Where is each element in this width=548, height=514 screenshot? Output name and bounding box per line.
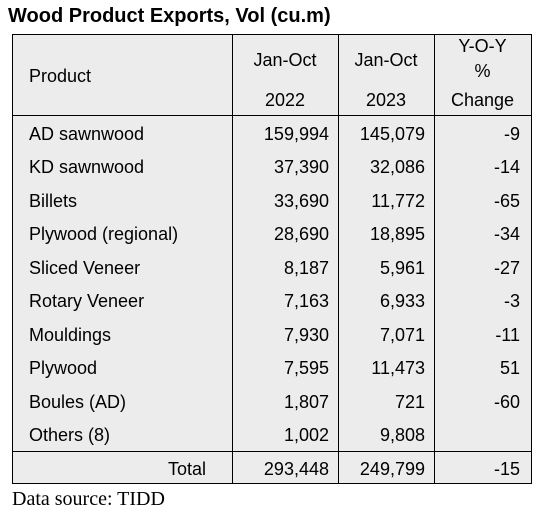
header-col1-top: Jan-Oct bbox=[253, 50, 317, 70]
row-change: 51 bbox=[499, 358, 520, 378]
row-value-2022: 1,002 bbox=[283, 425, 329, 445]
header-col3-line3: Change bbox=[450, 90, 515, 110]
row-change: -9 bbox=[503, 124, 520, 144]
column-divider bbox=[434, 35, 435, 483]
row-product: AD sawnwood bbox=[29, 124, 145, 144]
total-divider bbox=[13, 451, 531, 452]
header-col3-line1: Y-O-Y bbox=[458, 36, 507, 56]
exports-table: Product Jan-Oct 2022 Jan-Oct 2023 Y-O-Y … bbox=[12, 34, 532, 484]
row-change: -34 bbox=[493, 224, 520, 244]
row-value-2022: 7,930 bbox=[283, 325, 329, 345]
row-product: Plywood (regional) bbox=[29, 224, 179, 244]
header-product: Product bbox=[29, 66, 92, 86]
row-product: Billets bbox=[29, 191, 78, 211]
total-label: Total bbox=[167, 459, 206, 479]
row-value-2022: 33,690 bbox=[273, 191, 329, 211]
row-change: -60 bbox=[493, 392, 520, 412]
row-value-2022: 159,994 bbox=[263, 124, 329, 144]
row-change: -3 bbox=[503, 291, 520, 311]
total-value-2022: 293,448 bbox=[263, 459, 329, 479]
header-col1-bottom: 2022 bbox=[264, 90, 306, 110]
header-divider bbox=[13, 115, 531, 116]
row-value-2023: 9,808 bbox=[379, 425, 425, 445]
row-value-2022: 7,163 bbox=[283, 291, 329, 311]
row-value-2022: 37,390 bbox=[273, 157, 329, 177]
row-product: Others (8) bbox=[29, 425, 111, 445]
row-value-2023: 721 bbox=[394, 392, 425, 412]
row-value-2023: 11,772 bbox=[371, 191, 425, 211]
row-change: -11 bbox=[495, 325, 520, 345]
row-value-2023: 7,071 bbox=[379, 325, 425, 345]
header-col2-top: Jan-Oct bbox=[354, 50, 418, 70]
row-value-2023: 32,086 bbox=[369, 157, 425, 177]
header-col3-line2: % bbox=[474, 61, 491, 81]
row-product: KD sawnwood bbox=[29, 157, 145, 177]
row-value-2022: 1,807 bbox=[283, 392, 329, 412]
data-source-note: Data source: TIDD bbox=[12, 488, 165, 510]
row-value-2023: 6,933 bbox=[379, 291, 425, 311]
total-value-2023: 249,799 bbox=[359, 459, 425, 479]
row-value-2023: 11,473 bbox=[371, 358, 425, 378]
column-divider bbox=[232, 35, 233, 483]
row-value-2023: 145,079 bbox=[359, 124, 425, 144]
row-product: Boules (AD) bbox=[29, 392, 127, 412]
total-change: -15 bbox=[493, 459, 520, 479]
row-value-2022: 28,690 bbox=[273, 224, 329, 244]
column-divider bbox=[338, 35, 339, 483]
row-product: Rotary Veneer bbox=[29, 291, 145, 311]
row-value-2022: 7,595 bbox=[283, 358, 329, 378]
row-value-2022: 8,187 bbox=[283, 258, 329, 278]
row-value-2023: 18,895 bbox=[369, 224, 425, 244]
row-change: -27 bbox=[493, 258, 520, 278]
row-product: Plywood bbox=[29, 358, 98, 378]
row-change: -14 bbox=[493, 157, 520, 177]
table-title: Wood Product Exports, Vol (cu.m) bbox=[8, 5, 331, 27]
row-product: Sliced Veneer bbox=[29, 258, 141, 278]
row-value-2023: 5,961 bbox=[379, 258, 425, 278]
row-product: Mouldings bbox=[29, 325, 112, 345]
header-col2-bottom: 2023 bbox=[365, 90, 407, 110]
row-change: -65 bbox=[493, 191, 520, 211]
